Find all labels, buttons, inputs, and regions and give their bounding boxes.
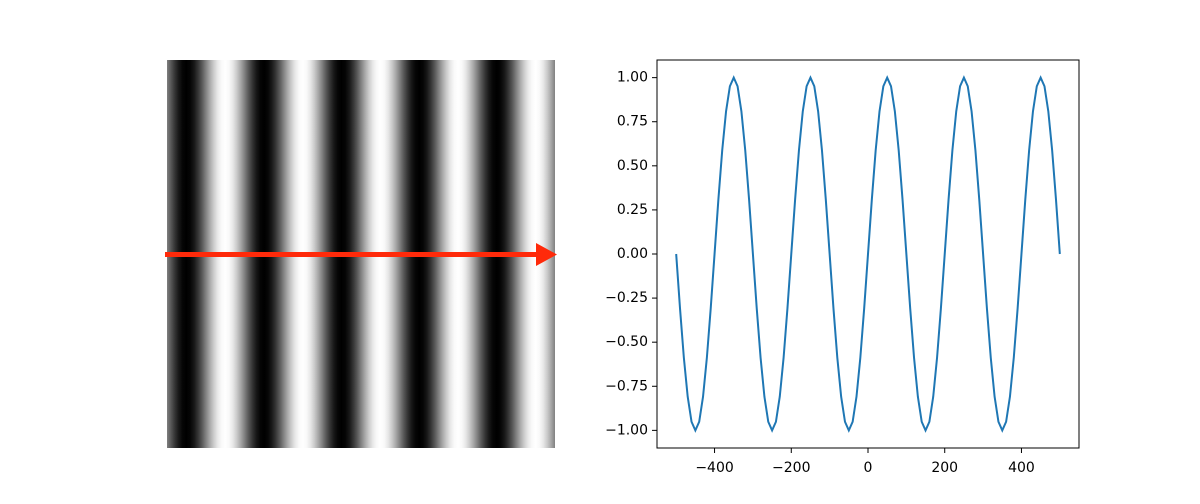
- y-tick-label: −0.75: [605, 378, 648, 394]
- x-tick-label: 200: [931, 460, 958, 476]
- y-tick-label: 0.75: [617, 114, 648, 130]
- y-tick-label: 0.25: [617, 202, 648, 218]
- y-tick-label: 0.00: [617, 246, 648, 262]
- y-tick-label: −0.50: [605, 334, 648, 350]
- y-tick-label: 1.00: [617, 70, 648, 86]
- arrow-head: [536, 243, 557, 266]
- y-tick-label: −1.00: [605, 422, 648, 438]
- y-tick-label: 0.50: [617, 158, 648, 174]
- x-tick-label: 0: [864, 460, 873, 476]
- x-tick-label: −200: [772, 460, 810, 476]
- x-tick-label: 400: [1008, 460, 1035, 476]
- x-tick-label: −400: [695, 460, 733, 476]
- y-tick-label: −0.25: [605, 290, 648, 306]
- line-series: [675, 75, 1061, 433]
